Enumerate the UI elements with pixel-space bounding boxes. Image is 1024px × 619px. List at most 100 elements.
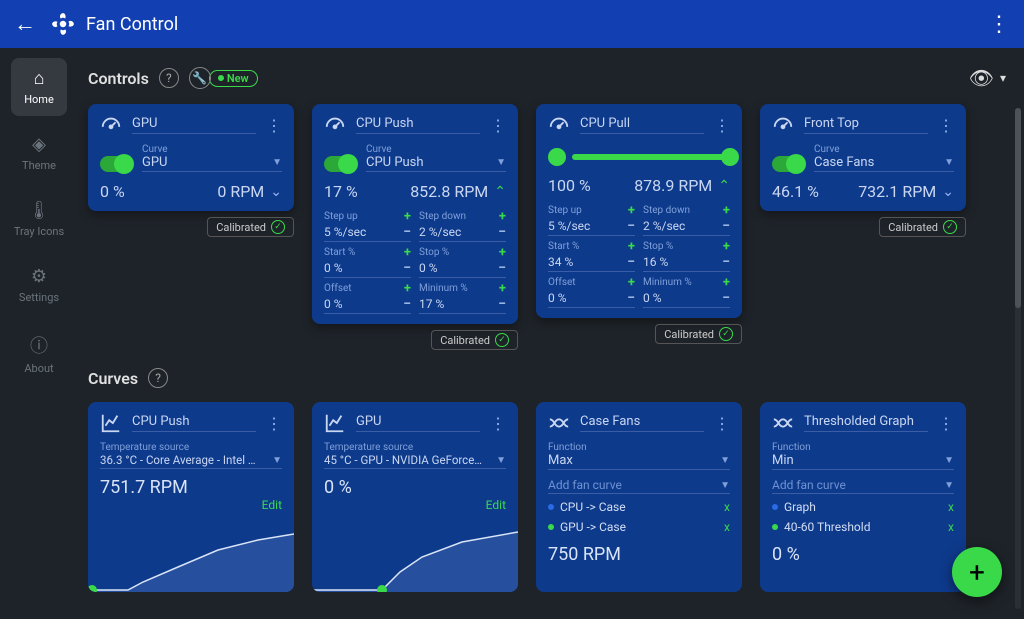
param-minus-button[interactable]: − [627, 290, 635, 306]
back-arrow-icon[interactable]: ← [14, 11, 36, 37]
param-value[interactable]: 17 % [419, 297, 444, 311]
enable-toggle[interactable] [772, 156, 804, 172]
enable-toggle[interactable] [324, 156, 356, 172]
remove-button[interactable]: x [724, 500, 730, 514]
param-plus-button[interactable]: + [404, 245, 411, 260]
temp-source-dropdown[interactable]: Temperature source45 °C - GPU - NVIDIA G… [324, 442, 506, 469]
param-value[interactable]: 2 %/sec [419, 225, 461, 239]
edit-button[interactable]: Edit [262, 498, 282, 512]
card-menu-icon[interactable]: ⋮ [938, 414, 954, 433]
param-minus-button[interactable]: − [722, 290, 730, 306]
control-title-input[interactable] [132, 116, 256, 134]
fan-slider[interactable] [548, 148, 730, 166]
card-menu-icon[interactable]: ⋮ [714, 116, 730, 135]
param-plus-button[interactable]: + [723, 239, 730, 254]
expand-toggle-icon[interactable]: ⌄ [942, 184, 954, 200]
param-minus-button[interactable]: − [627, 254, 635, 270]
param-value[interactable]: 0 % [548, 291, 567, 305]
curve-title-input[interactable] [804, 414, 928, 432]
expand-toggle-icon[interactable]: ⌃ [494, 184, 506, 200]
curve-dropdown[interactable]: CurveGPU▼ [142, 144, 282, 172]
remove-button[interactable]: x [948, 520, 954, 534]
new-badge[interactable]: New [209, 70, 258, 87]
param-plus-button[interactable]: + [628, 239, 635, 254]
curve-title-input[interactable] [356, 414, 480, 432]
expand-toggle-icon[interactable]: ⌄ [270, 184, 282, 200]
param-plus-button[interactable]: + [628, 203, 635, 218]
card-menu-icon[interactable]: ⋮ [938, 116, 954, 135]
function-dropdown[interactable]: FunctionMin▼ [772, 442, 954, 470]
edit-button[interactable]: Edit [486, 498, 506, 512]
enable-toggle[interactable] [100, 156, 132, 172]
param-value[interactable]: 2 %/sec [643, 219, 685, 233]
card-menu-icon[interactable]: ⋮ [490, 116, 506, 135]
param-plus-button[interactable]: + [499, 245, 506, 260]
param-minus-button[interactable]: − [498, 260, 506, 276]
param-value[interactable]: 16 % [643, 255, 668, 269]
control-title-input[interactable] [580, 116, 704, 134]
param-plus-button[interactable]: + [723, 275, 730, 290]
param-minus-button[interactable]: − [627, 218, 635, 234]
calibrated-badge[interactable]: Calibrated✓ [431, 330, 518, 350]
topbar-menu-icon[interactable]: ⋮ [988, 12, 1010, 37]
curve-title-input[interactable] [580, 414, 704, 432]
control-title-input[interactable] [804, 116, 928, 134]
curve-title-input[interactable] [132, 414, 256, 432]
add-fan-curve-dropdown[interactable]: Add fan curve▼ [548, 478, 730, 494]
sidebar-item-tray[interactable]: 🌡 Tray Icons [11, 190, 67, 248]
sidebar-item-theme[interactable]: ◈ Theme [11, 124, 67, 182]
help-icon[interactable]: ? [159, 68, 179, 88]
param-value[interactable]: 0 % [324, 261, 343, 275]
card-menu-icon[interactable]: ⋮ [490, 414, 506, 433]
param-minus-button[interactable]: − [498, 224, 506, 240]
param-value[interactable]: 0 % [643, 291, 662, 305]
param-plus-button[interactable]: + [628, 275, 635, 290]
curve-graph[interactable] [312, 512, 518, 592]
param-value[interactable]: 34 % [548, 255, 573, 269]
card-menu-icon[interactable]: ⋮ [714, 414, 730, 433]
param-plus-button[interactable]: + [404, 281, 411, 296]
visibility-group: 👁 ▾ [969, 66, 1006, 90]
add-fan-curve-dropdown[interactable]: Add fan curve▼ [772, 478, 954, 494]
param-minus-button[interactable]: − [403, 260, 411, 276]
chevron-down-icon: ▼ [720, 480, 730, 491]
card-menu-icon[interactable]: ⋮ [266, 116, 282, 135]
param-plus-button[interactable]: + [404, 209, 411, 224]
param-minus-button[interactable]: − [722, 218, 730, 234]
calibrated-badge[interactable]: Calibrated✓ [879, 217, 966, 237]
curve-dropdown[interactable]: CurveCase Fans▼ [814, 144, 954, 172]
temp-source-dropdown[interactable]: Temperature source36.3 °C - Core Average… [100, 442, 282, 469]
remove-button[interactable]: x [724, 520, 730, 534]
eye-icon[interactable]: 👁 [969, 66, 994, 90]
sidebar-item-home[interactable]: ⌂ Home [11, 58, 67, 116]
expand-toggle-icon[interactable]: ⌃ [718, 178, 730, 194]
function-dropdown[interactable]: FunctionMax▼ [548, 442, 730, 470]
curve-list-item: GPU -> Casex [548, 520, 730, 534]
param-value[interactable]: 5 %/sec [324, 225, 366, 239]
add-fab-button[interactable]: + [952, 547, 1002, 597]
param-value[interactable]: 5 %/sec [548, 219, 590, 233]
remove-button[interactable]: x [948, 500, 954, 514]
card-menu-icon[interactable]: ⋮ [266, 414, 282, 433]
calibrated-badge[interactable]: Calibrated✓ [655, 324, 742, 344]
param-value[interactable]: 0 % [324, 297, 343, 311]
param-minus-button[interactable]: − [498, 296, 506, 312]
param-minus-button[interactable]: − [403, 296, 411, 312]
scrollbar[interactable] [1015, 108, 1021, 609]
sidebar-item-settings[interactable]: ⚙ Settings [11, 256, 67, 314]
curve-dropdown[interactable]: CurveCPU Push▼ [366, 144, 506, 172]
param-plus-button[interactable]: + [723, 203, 730, 218]
param-plus-button[interactable]: + [499, 281, 506, 296]
sidebar-item-about[interactable]: ⓘ About [11, 322, 67, 385]
calibrated-badge[interactable]: Calibrated✓ [207, 217, 294, 237]
param-plus-button[interactable]: + [499, 209, 506, 224]
rpm-value: 852.8 RPM [410, 182, 488, 201]
param-minus-button[interactable]: − [403, 224, 411, 240]
curve-graph[interactable] [88, 512, 294, 592]
param-minus-button[interactable]: − [722, 254, 730, 270]
param-value[interactable]: 0 % [419, 261, 438, 275]
help-icon[interactable]: ? [148, 368, 168, 388]
chevron-down-icon[interactable]: ▾ [1000, 71, 1006, 85]
wrench-icon[interactable]: 🔧 [189, 67, 211, 89]
control-title-input[interactable] [356, 116, 480, 134]
